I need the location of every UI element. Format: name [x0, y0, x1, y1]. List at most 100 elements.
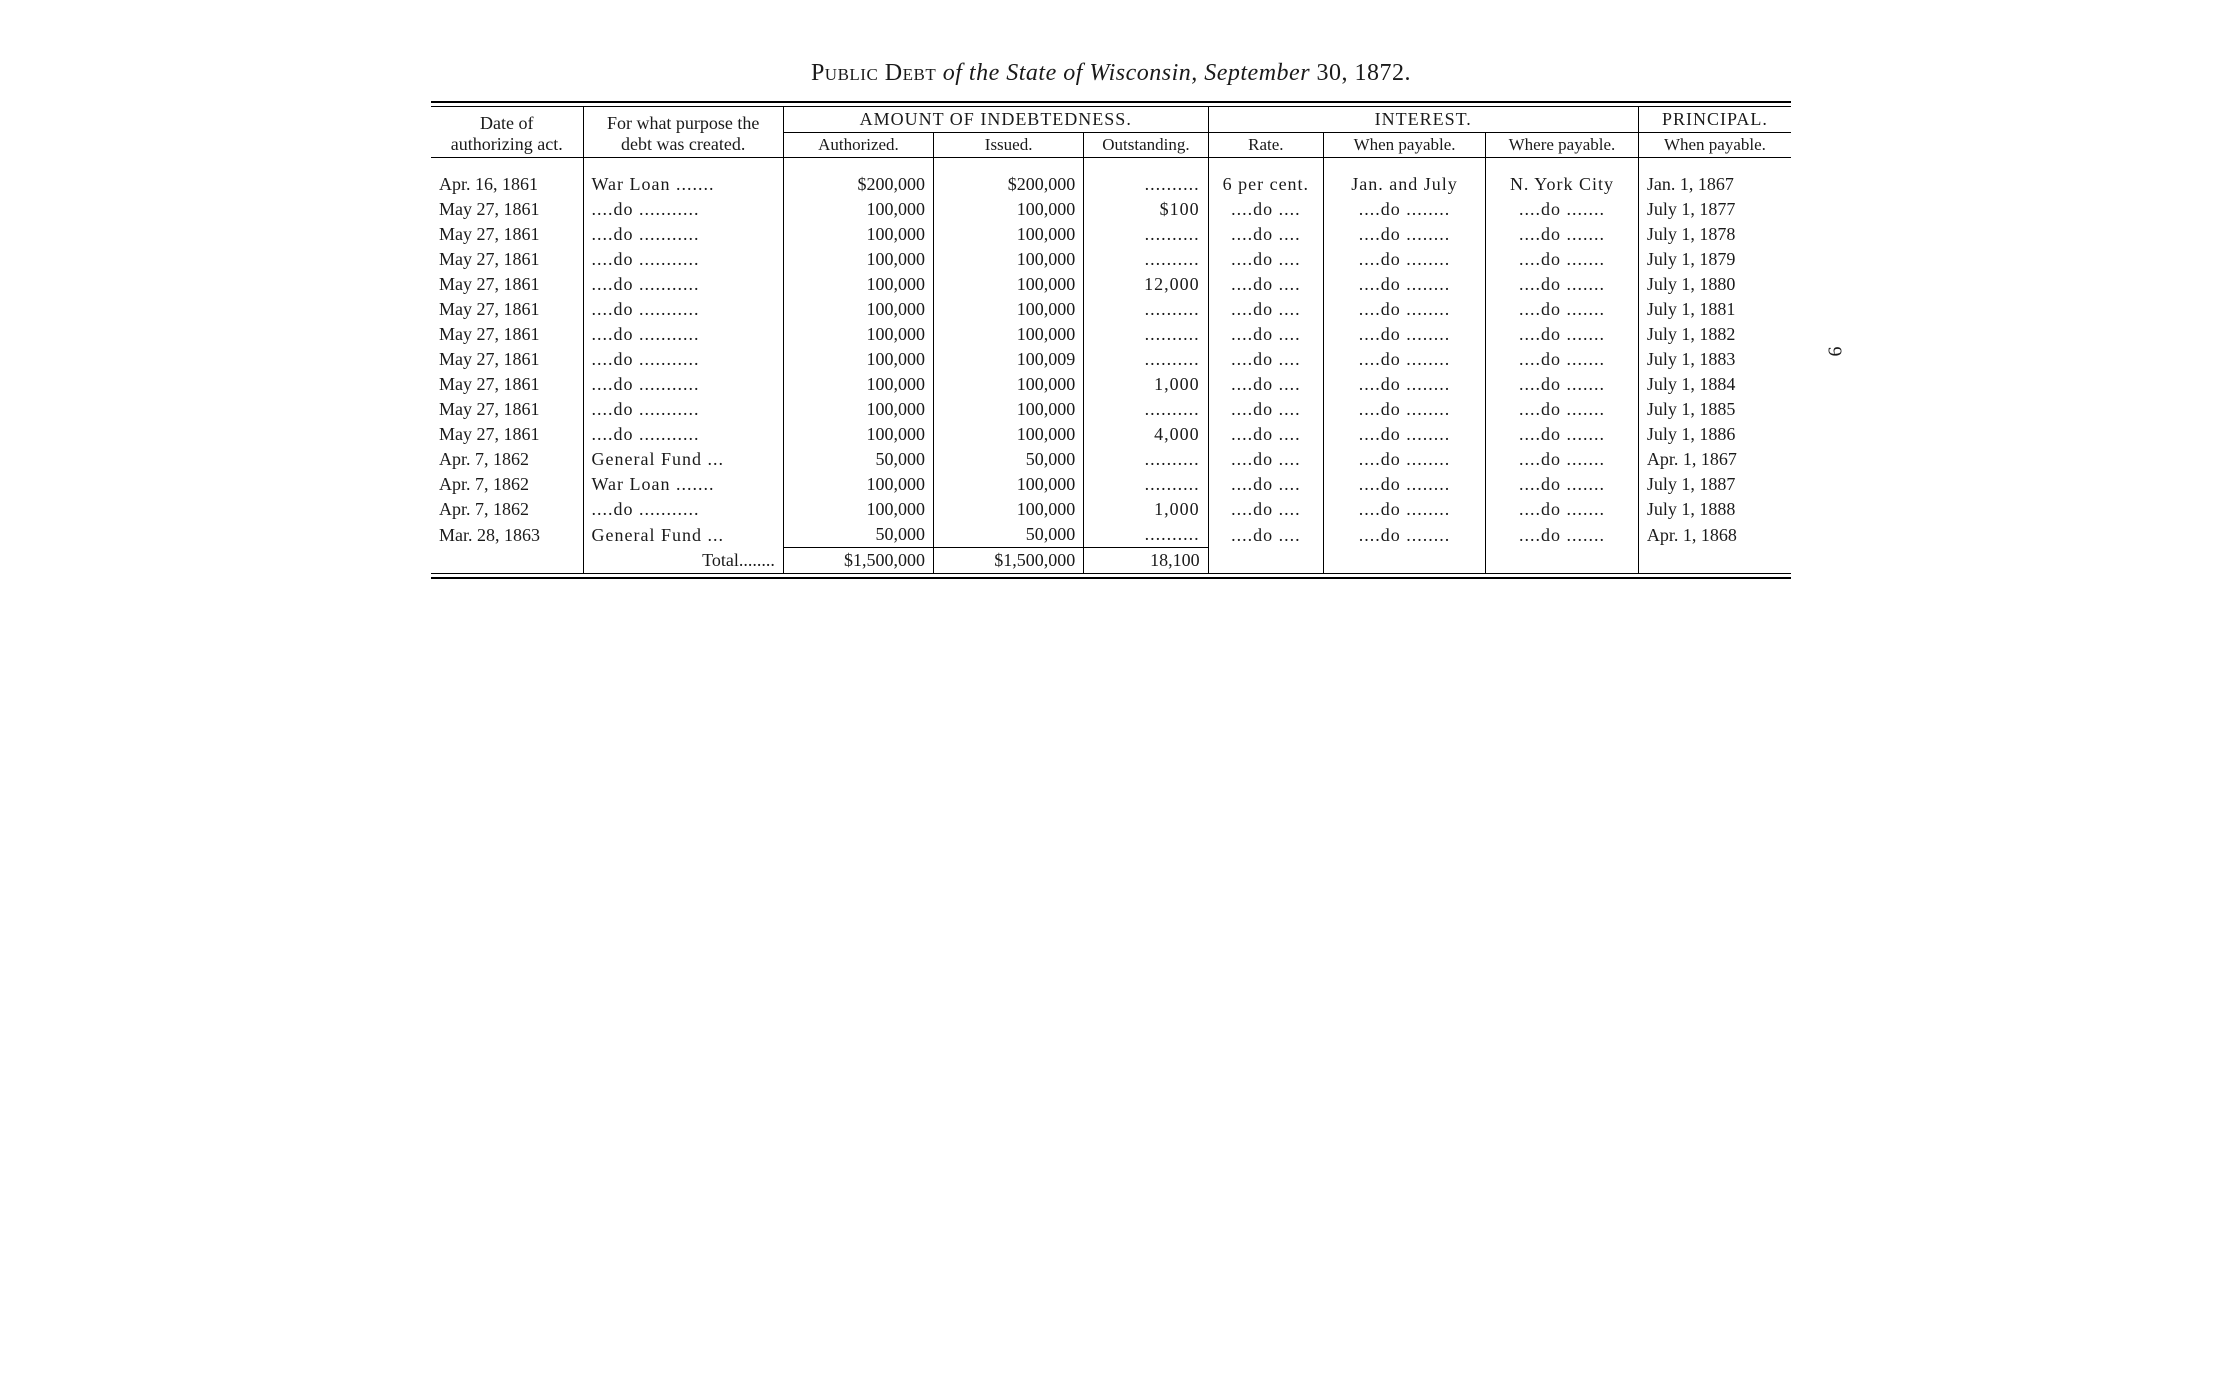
th-date: Date of authorizing act.	[431, 107, 583, 158]
cell-when: ....do ........	[1324, 447, 1486, 472]
cell-outstanding: 1,000	[1084, 372, 1208, 397]
th-rate: Rate.	[1208, 133, 1323, 158]
table-row: May 27, 1861....do ...........100,000100…	[431, 272, 1791, 297]
cell-where: ....do .......	[1486, 472, 1639, 497]
cell-principal: July 1, 1888	[1638, 497, 1791, 522]
debt-table: Date of authorizing act. For what purpos…	[431, 107, 1791, 573]
cell-principal: July 1, 1887	[1638, 472, 1791, 497]
cell-when: ....do ........	[1324, 197, 1486, 222]
cell-principal: July 1, 1879	[1638, 247, 1791, 272]
cell-outstanding: ..........	[1084, 347, 1208, 372]
cell-principal: July 1, 1878	[1638, 222, 1791, 247]
page-title: Public Debt of the State of Wisconsin, S…	[431, 60, 1791, 87]
cell-where: ....do .......	[1486, 297, 1639, 322]
table-row: May 27, 1861....do ...........100,000100…	[431, 222, 1791, 247]
cell-date: May 27, 1861	[431, 247, 583, 272]
cell-outstanding: ..........	[1084, 222, 1208, 247]
total-label: Total........	[583, 548, 783, 574]
table-row: Mar. 28, 1863General Fund ...50,00050,00…	[431, 522, 1791, 548]
cell-issued: 100,000	[934, 497, 1084, 522]
cell-purpose: ....do ...........	[583, 247, 783, 272]
cell-where: ....do .......	[1486, 197, 1639, 222]
cell-authorized: 100,000	[783, 347, 933, 372]
cell-date: Apr. 7, 1862	[431, 472, 583, 497]
cell-when: ....do ........	[1324, 222, 1486, 247]
cell-when: ....do ........	[1324, 347, 1486, 372]
table-row: Apr. 7, 1862War Loan .......100,000100,0…	[431, 472, 1791, 497]
cell-outstanding: ..........	[1084, 447, 1208, 472]
cell-authorized: 100,000	[783, 222, 933, 247]
cell-rate: ....do ....	[1208, 447, 1323, 472]
cell-purpose: ....do ...........	[583, 197, 783, 222]
page-number: 6	[1825, 347, 1848, 357]
cell-issued: 100,009	[934, 347, 1084, 372]
cell-rate: 6 per cent.	[1208, 172, 1323, 197]
cell-authorized: 100,000	[783, 497, 933, 522]
cell-purpose: General Fund ...	[583, 522, 783, 548]
table-body: Apr. 16, 1861War Loan .......$200,000$20…	[431, 158, 1791, 548]
cell-authorized: 100,000	[783, 472, 933, 497]
cell-outstanding: 1,000	[1084, 497, 1208, 522]
cell-authorized: 100,000	[783, 322, 933, 347]
cell-outstanding: ..........	[1084, 522, 1208, 548]
table-row: May 27, 1861....do ...........100,000100…	[431, 197, 1791, 222]
cell-issued: 50,000	[934, 522, 1084, 548]
cell-date: May 27, 1861	[431, 372, 583, 397]
cell-outstanding: $100	[1084, 197, 1208, 222]
cell-when: ....do ........	[1324, 497, 1486, 522]
cell-rate: ....do ....	[1208, 422, 1323, 447]
cell-rate: ....do ....	[1208, 397, 1323, 422]
cell-outstanding: ..........	[1084, 297, 1208, 322]
cell-date: May 27, 1861	[431, 197, 583, 222]
cell-rate: ....do ....	[1208, 347, 1323, 372]
total-issued: $1,500,000	[934, 548, 1084, 574]
cell-authorized: 100,000	[783, 422, 933, 447]
cell-issued: 100,000	[934, 247, 1084, 272]
cell-purpose: ....do ...........	[583, 322, 783, 347]
cell-when: ....do ........	[1324, 272, 1486, 297]
table-head: Date of authorizing act. For what purpos…	[431, 107, 1791, 158]
cell-rate: ....do ....	[1208, 322, 1323, 347]
cell-purpose: ....do ...........	[583, 297, 783, 322]
cell-where: ....do .......	[1486, 322, 1639, 347]
table-row: Apr. 16, 1861War Loan .......$200,000$20…	[431, 172, 1791, 197]
cell-where: ....do .......	[1486, 247, 1639, 272]
cell-issued: 100,000	[934, 297, 1084, 322]
cell-purpose: War Loan .......	[583, 172, 783, 197]
table-row: May 27, 1861....do ...........100,000100…	[431, 322, 1791, 347]
cell-date: May 27, 1861	[431, 297, 583, 322]
cell-date: May 27, 1861	[431, 347, 583, 372]
cell-date: Apr. 7, 1862	[431, 497, 583, 522]
table-row: May 27, 1861....do ...........100,000100…	[431, 422, 1791, 447]
th-principal-group: PRINCIPAL.	[1638, 107, 1791, 133]
cell-issued: 100,000	[934, 272, 1084, 297]
cell-issued: 100,000	[934, 422, 1084, 447]
cell-when: ....do ........	[1324, 297, 1486, 322]
title-italic: of the State of Wisconsin, September	[943, 60, 1310, 86]
cell-rate: ....do ....	[1208, 372, 1323, 397]
cell-principal: July 1, 1883	[1638, 347, 1791, 372]
cell-authorized: 50,000	[783, 447, 933, 472]
cell-issued: $200,000	[934, 172, 1084, 197]
cell-rate: ....do ....	[1208, 472, 1323, 497]
cell-issued: 50,000	[934, 447, 1084, 472]
cell-purpose: War Loan .......	[583, 472, 783, 497]
cell-principal: Apr. 1, 1868	[1638, 522, 1791, 548]
double-rule-bottom	[431, 573, 1791, 579]
cell-outstanding: ..........	[1084, 322, 1208, 347]
cell-date: May 27, 1861	[431, 272, 583, 297]
cell-authorized: 100,000	[783, 247, 933, 272]
cell-date: May 27, 1861	[431, 222, 583, 247]
cell-date: May 27, 1861	[431, 322, 583, 347]
table-row: May 27, 1861....do ...........100,000100…	[431, 297, 1791, 322]
cell-authorized: 100,000	[783, 397, 933, 422]
cell-rate: ....do ....	[1208, 197, 1323, 222]
cell-purpose: ....do ...........	[583, 497, 783, 522]
cell-issued: 100,000	[934, 472, 1084, 497]
cell-issued: 100,000	[934, 372, 1084, 397]
th-issued: Issued.	[934, 133, 1084, 158]
cell-when: ....do ........	[1324, 372, 1486, 397]
cell-principal: July 1, 1886	[1638, 422, 1791, 447]
cell-purpose: General Fund ...	[583, 447, 783, 472]
cell-where: ....do .......	[1486, 372, 1639, 397]
